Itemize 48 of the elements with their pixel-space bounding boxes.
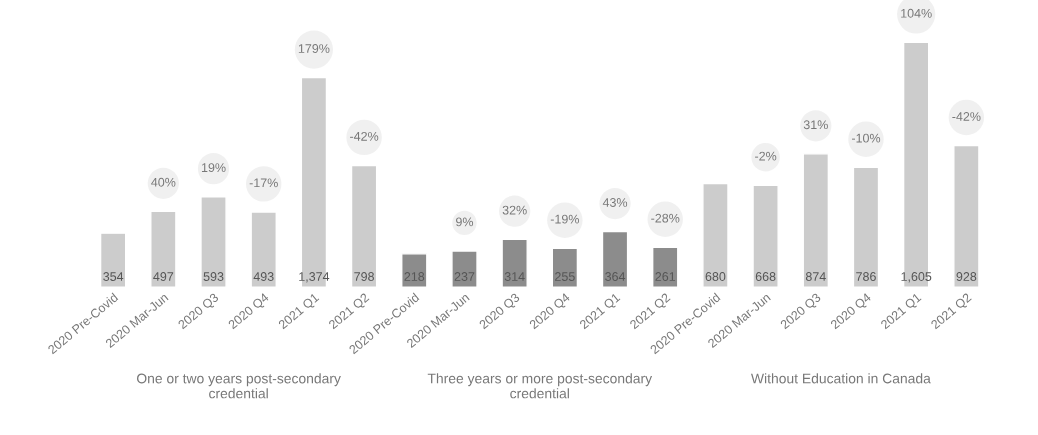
bar xyxy=(451,250,478,288)
data-label: 1,605 xyxy=(901,272,932,283)
annotation: -17% xyxy=(249,178,278,188)
bar xyxy=(953,144,980,288)
annotation: -2% xyxy=(755,151,777,161)
text: 104% xyxy=(901,8,932,18)
data-label: 493 xyxy=(253,272,274,281)
data-label: 354 xyxy=(103,272,124,281)
bar xyxy=(99,232,127,288)
data-label: 874 xyxy=(805,272,826,281)
annotation: 43% xyxy=(602,198,628,207)
bar xyxy=(651,246,679,288)
bar xyxy=(902,41,930,288)
annotation: -42% xyxy=(350,131,379,141)
bar xyxy=(250,211,277,288)
bar xyxy=(852,166,880,288)
bar xyxy=(601,230,629,288)
bar xyxy=(300,76,328,288)
bar xyxy=(501,238,528,288)
data-label: 798 xyxy=(354,272,374,281)
annotation: -10% xyxy=(851,133,881,143)
bar xyxy=(702,182,729,288)
data-label: 497 xyxy=(153,272,174,281)
annotation: 40% xyxy=(151,177,176,187)
data-label: 680 xyxy=(705,272,726,281)
bar xyxy=(150,210,177,288)
data-label: 786 xyxy=(856,272,876,281)
bar xyxy=(401,253,428,288)
annotation: 32% xyxy=(502,205,527,215)
data-label: 593 xyxy=(203,272,224,281)
data-label: 1,374 xyxy=(299,272,330,283)
annotation: 31% xyxy=(803,120,828,130)
data-label: 928 xyxy=(956,272,977,281)
text: Without Education in Canada xyxy=(751,373,931,384)
bar xyxy=(200,196,227,288)
bar xyxy=(551,247,579,288)
text: One or two years post-secondary credential xyxy=(137,373,341,399)
annotation: 19% xyxy=(201,163,226,172)
bar xyxy=(350,164,378,288)
annotation: 9% xyxy=(456,217,474,227)
annotation: -19% xyxy=(550,214,579,224)
annotation: -42% xyxy=(952,112,981,121)
text: Three years or more post-secondary credential xyxy=(427,373,653,399)
annotation: -28% xyxy=(651,213,680,223)
bar xyxy=(802,153,830,288)
annotation: 179% xyxy=(298,44,330,53)
bar xyxy=(752,184,779,288)
data-label: 668 xyxy=(755,272,776,281)
